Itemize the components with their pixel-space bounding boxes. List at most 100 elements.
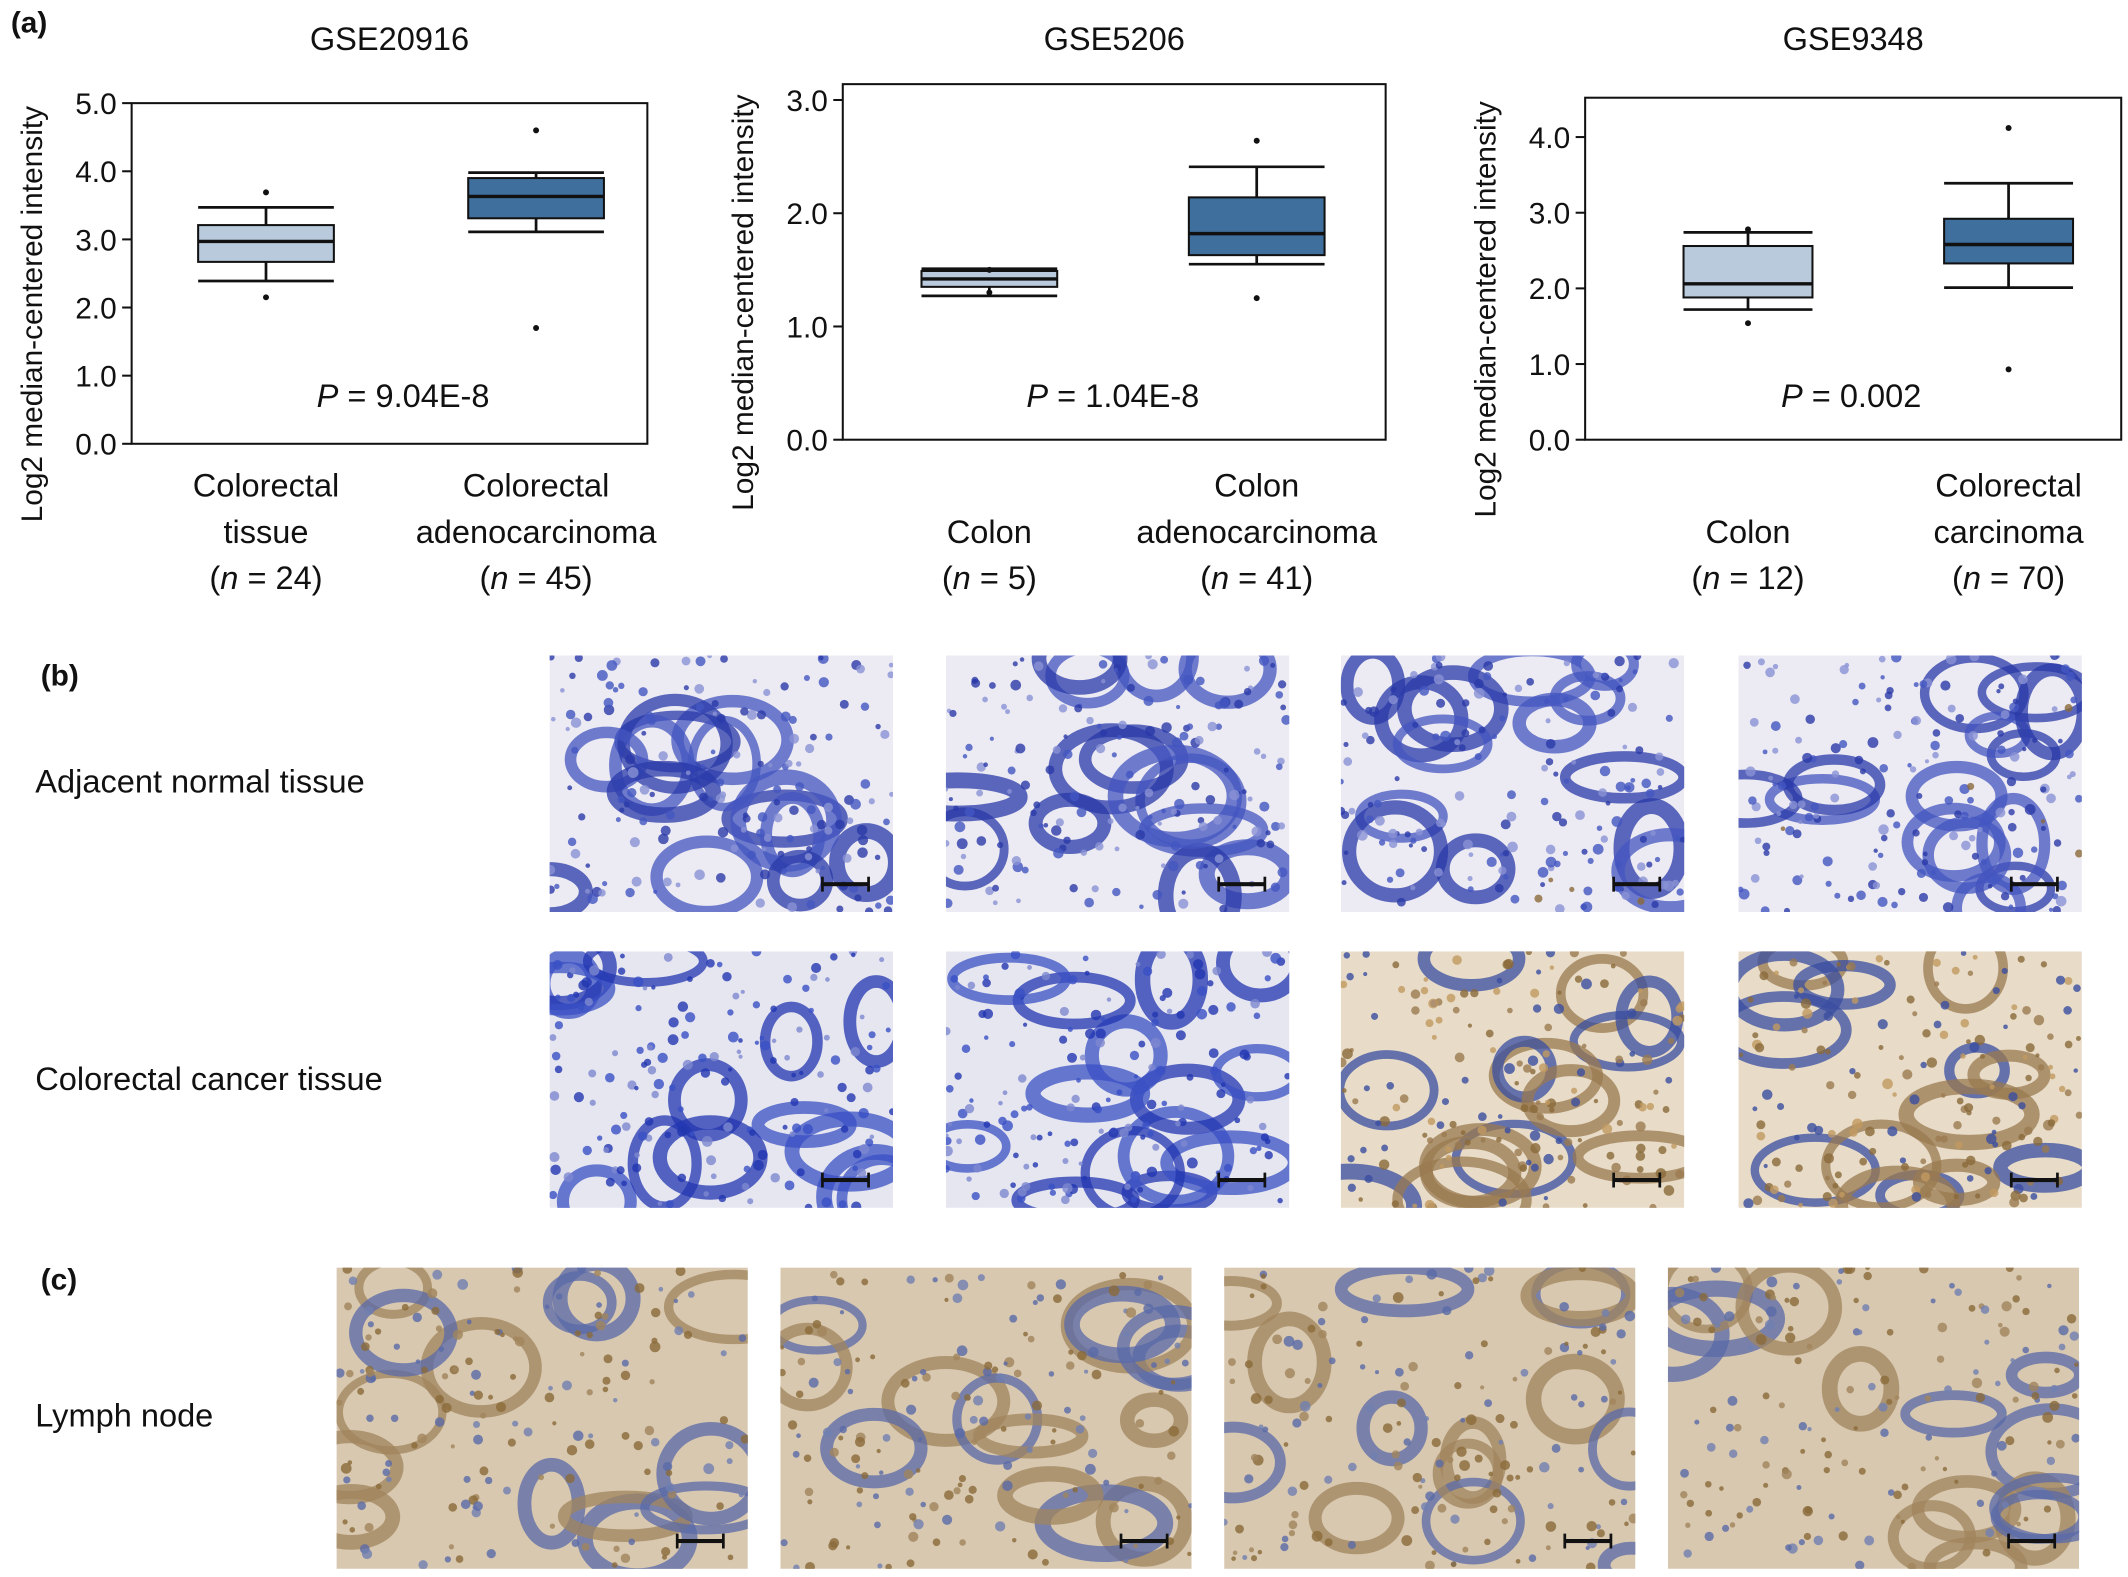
nucleus <box>2001 1301 2012 1312</box>
nucleus <box>1877 896 1888 908</box>
nucleus <box>700 1068 711 1078</box>
nucleus <box>952 1293 963 1304</box>
nucleus <box>1997 730 2004 737</box>
nucleus <box>1012 1537 1017 1543</box>
nucleus <box>1454 1052 1465 1063</box>
nucleus <box>945 1133 949 1138</box>
plot-frame <box>130 102 649 445</box>
nucleus <box>1218 697 1230 709</box>
nucleus <box>1571 1087 1578 1094</box>
nucleus <box>633 976 644 988</box>
nucleus <box>1810 802 1819 811</box>
nucleus <box>1021 1181 1031 1192</box>
nucleus <box>665 1200 674 1208</box>
nucleus <box>1441 1131 1448 1138</box>
nucleus <box>1996 688 2001 694</box>
nucleus <box>1557 1154 1564 1161</box>
nucleus <box>1403 1438 1411 1446</box>
nucleus <box>1280 1542 1289 1552</box>
nucleus <box>1125 770 1134 779</box>
nucleus <box>1803 1532 1812 1541</box>
nucleus <box>1637 988 1643 994</box>
nucleus <box>1431 1437 1441 1448</box>
nucleus <box>969 1415 978 1424</box>
nucleus <box>2030 1193 2038 1200</box>
nucleus <box>872 1493 880 1500</box>
nucleus <box>712 711 718 716</box>
nucleus <box>677 1126 688 1137</box>
nucleus <box>2049 1073 2056 1080</box>
nucleus <box>1920 1172 1931 1182</box>
nucleus <box>1094 1105 1102 1114</box>
nucleus <box>1935 1135 1942 1142</box>
nucleus <box>804 853 813 861</box>
nucleus <box>1828 1513 1835 1520</box>
nucleus <box>579 1351 585 1357</box>
nucleus <box>639 817 648 826</box>
nucleus <box>715 872 726 883</box>
nucleus <box>617 967 626 975</box>
nucleus <box>1955 1141 1963 1149</box>
nucleus <box>2057 880 2067 891</box>
nucleus <box>1342 1048 1353 1060</box>
nucleus <box>1373 800 1382 808</box>
gland <box>1157 842 1242 912</box>
nucleus <box>1834 892 1841 899</box>
nucleus <box>1501 1518 1508 1525</box>
nucleus <box>2069 1331 2079 1341</box>
nucleus <box>860 779 871 789</box>
nucleus <box>1174 798 1185 810</box>
nucleus <box>2022 746 2027 752</box>
nucleus <box>438 1346 445 1352</box>
nucleus <box>488 1394 494 1400</box>
nucleus <box>390 1414 399 1423</box>
nucleus <box>623 801 630 808</box>
nucleus <box>1537 866 1549 878</box>
nucleus <box>2016 1275 2022 1281</box>
nucleus <box>1549 965 1555 970</box>
nucleus <box>1592 671 1599 679</box>
nucleus <box>1170 808 1177 815</box>
nucleus <box>1229 789 1240 801</box>
nucleus <box>1144 726 1156 737</box>
nucleus <box>1435 661 1443 669</box>
nucleus <box>1188 1503 1192 1509</box>
nucleus <box>725 1441 734 1450</box>
nucleus <box>634 1085 639 1091</box>
nucleus <box>874 1521 881 1529</box>
nucleus <box>1219 904 1228 912</box>
gland <box>1976 792 2051 895</box>
nucleus <box>844 1368 851 1375</box>
nucleus <box>1828 1198 1838 1208</box>
nucleus <box>722 971 732 982</box>
nucleus <box>1539 1462 1550 1473</box>
nucleus <box>1802 1008 1813 1019</box>
nucleus <box>1026 1446 1033 1454</box>
nucleus <box>1064 1406 1071 1414</box>
nucleus <box>343 1476 351 1484</box>
nucleus <box>1152 1143 1160 1151</box>
nucleus <box>2022 1307 2030 1316</box>
nucleus <box>1785 1544 1792 1551</box>
nucleus <box>1232 811 1238 817</box>
nucleus <box>804 1487 814 1497</box>
nucleus <box>2050 1384 2058 1393</box>
nucleus <box>1919 1267 1929 1274</box>
nucleus <box>1030 1134 1037 1141</box>
nucleus <box>920 1501 926 1508</box>
outlier <box>533 127 540 134</box>
nucleus <box>1616 1329 1626 1339</box>
gland <box>1738 951 1845 1032</box>
nucleus <box>2047 1033 2054 1040</box>
nucleus <box>1736 1512 1743 1519</box>
nucleus <box>1801 1027 1808 1034</box>
nucleus <box>1101 678 1106 684</box>
nucleus <box>865 1138 874 1147</box>
nucleus <box>1096 723 1102 729</box>
nucleus <box>1135 1418 1145 1428</box>
gland <box>1432 1438 1504 1509</box>
nucleus <box>657 1052 668 1064</box>
nucleus <box>701 1136 713 1147</box>
nucleus <box>1492 1488 1502 1498</box>
nucleus <box>349 1527 356 1533</box>
